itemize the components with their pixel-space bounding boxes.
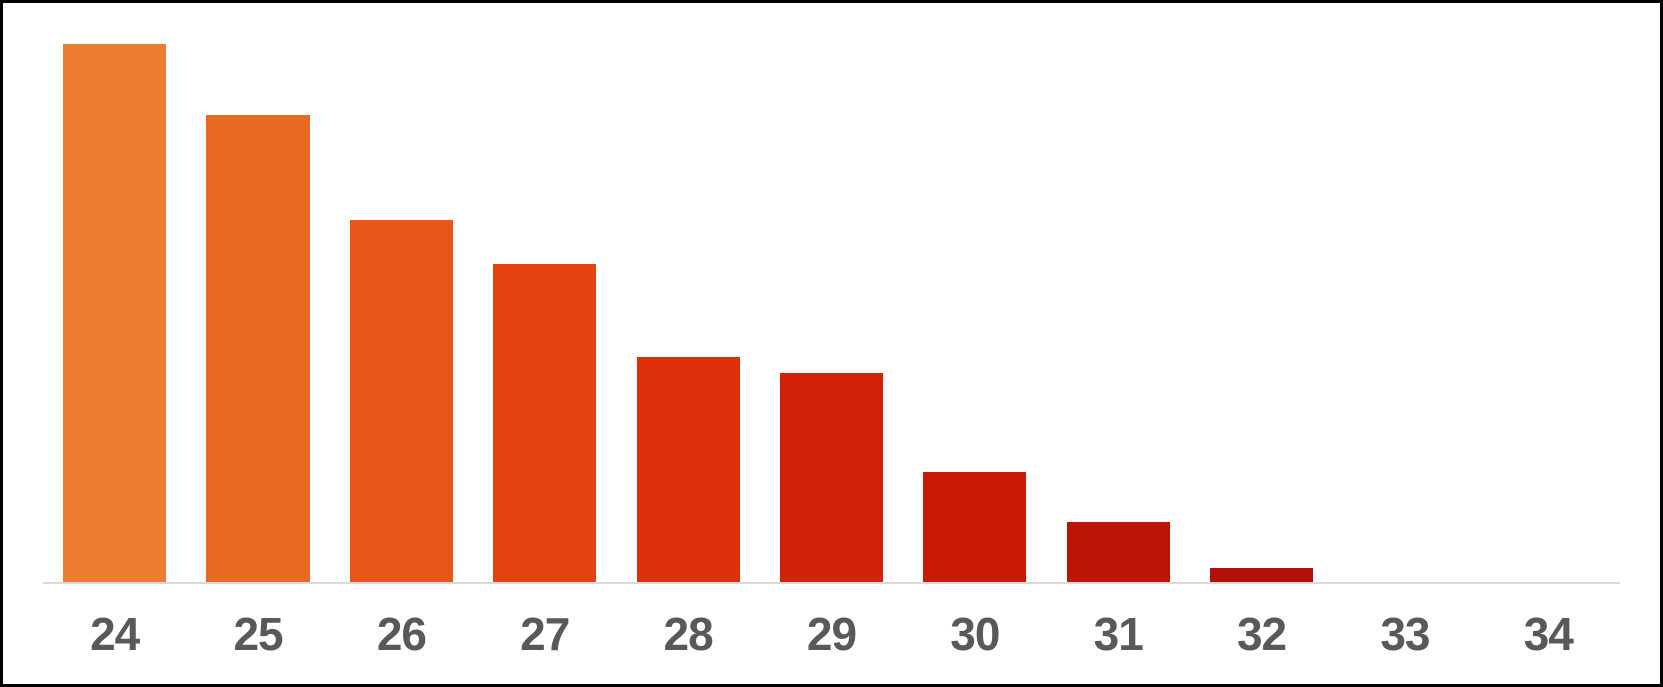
x-label: 29 <box>760 607 903 661</box>
bar-slot <box>186 33 329 582</box>
bars-container <box>43 33 1620 582</box>
bar-slot <box>1477 33 1620 582</box>
x-label: 32 <box>1190 607 1333 661</box>
x-label: 24 <box>43 607 186 661</box>
x-axis-labels: 24 25 26 27 28 29 30 31 32 33 34 <box>43 584 1620 684</box>
bar-30 <box>923 472 1026 582</box>
bar-26 <box>350 220 453 582</box>
bar-27 <box>493 264 596 582</box>
plot-area <box>43 33 1620 584</box>
x-label: 34 <box>1477 607 1620 661</box>
bar-29 <box>780 373 883 582</box>
bar-31 <box>1067 522 1170 582</box>
x-label: 33 <box>1333 607 1476 661</box>
bar-slot <box>1190 33 1333 582</box>
bar-slot <box>616 33 759 582</box>
x-label: 25 <box>186 607 329 661</box>
x-label: 28 <box>616 607 759 661</box>
bar-slot <box>330 33 473 582</box>
bar-slot <box>43 33 186 582</box>
chart-frame: 24 25 26 27 28 29 30 31 32 33 34 <box>0 0 1663 687</box>
x-label: 31 <box>1047 607 1190 661</box>
bar-28 <box>637 357 740 582</box>
bar-24 <box>63 44 166 582</box>
x-label: 30 <box>903 607 1046 661</box>
bar-slot <box>1333 33 1476 582</box>
bar-25 <box>206 115 309 582</box>
x-label: 27 <box>473 607 616 661</box>
x-label: 26 <box>330 607 473 661</box>
bar-32 <box>1210 568 1313 582</box>
bar-slot <box>903 33 1046 582</box>
bar-slot <box>473 33 616 582</box>
bar-slot <box>760 33 903 582</box>
bar-slot <box>1047 33 1190 582</box>
